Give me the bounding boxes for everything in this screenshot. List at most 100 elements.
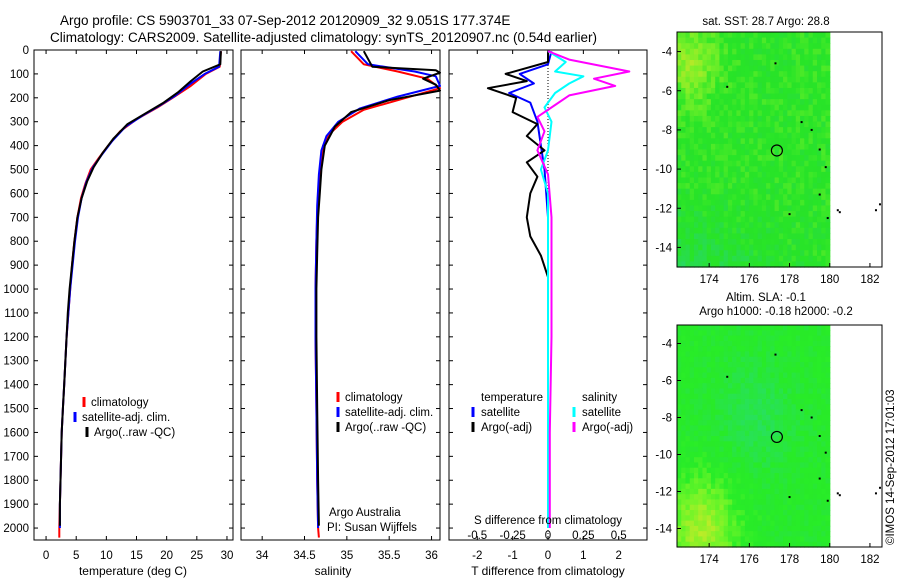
heatmap-cell (677, 99, 682, 106)
heatmap-cell (821, 188, 827, 195)
heatmap-cell (791, 504, 797, 511)
heatmap-cell (821, 160, 827, 167)
heatmap-cell (693, 244, 699, 251)
heatmap-cell (821, 473, 827, 479)
heatmap-cell (736, 457, 742, 464)
heatmap-cell (698, 520, 704, 527)
heatmap-cell (689, 362, 695, 368)
heatmap-cell (800, 362, 805, 368)
heatmap-cell (715, 121, 721, 128)
heatmap-cell (749, 227, 754, 235)
heatmap-cell (783, 399, 788, 405)
land-point (874, 209, 877, 212)
heatmap-cell (761, 65, 767, 72)
heatmap-cell (774, 104, 780, 111)
heatmap-cell (812, 99, 818, 106)
heatmap-cell (723, 414, 729, 421)
heatmap-cell (800, 404, 805, 411)
heatmap-cell (825, 404, 831, 411)
heatmap-cell (783, 457, 788, 464)
heatmap-cell (757, 462, 763, 469)
heatmap-cell (791, 340, 797, 347)
heatmap-cell (795, 43, 801, 50)
heatmap-cell (770, 211, 776, 218)
heatmap-cell (740, 255, 746, 263)
heatmap-cell (757, 473, 763, 479)
heatmap-cell (719, 32, 725, 39)
series-line-argo-raw-qc- (58, 51, 222, 526)
heatmap-cell (804, 457, 810, 464)
land-point (774, 353, 777, 356)
heatmap-cell (778, 48, 784, 55)
heatmap-cell (706, 205, 712, 212)
heatmap-cell (740, 436, 746, 442)
heatmap-cell (693, 478, 699, 485)
land-point (874, 492, 877, 495)
heatmap-cell (825, 255, 831, 263)
heatmap-cell (719, 250, 725, 257)
heatmap-cell (706, 171, 712, 179)
heatmap-cell (804, 188, 810, 195)
heatmap-cell (791, 367, 797, 374)
heatmap-cell (800, 43, 805, 50)
heatmap-cell (677, 409, 682, 416)
heatmap-cell (787, 155, 793, 162)
heatmap-cell (710, 37, 716, 44)
heatmap-cell (702, 149, 708, 156)
depth-tick-label: 1900 (3, 499, 29, 511)
heatmap-cell (795, 462, 801, 469)
heatmap-cell (791, 110, 797, 117)
heatmap-cell (787, 499, 793, 506)
depth-tick-label: 100 (10, 69, 29, 81)
heatmap-cell (791, 71, 797, 78)
heatmap-cell (693, 177, 699, 184)
heatmap-cell (761, 76, 767, 83)
heatmap-cell (812, 335, 818, 342)
heatmap-cell (693, 525, 699, 532)
heatmap-cell (732, 222, 737, 229)
heatmap-cell (702, 478, 708, 485)
heatmap-cell (723, 367, 729, 374)
heatmap-cell (766, 404, 771, 411)
heatmap-cell (698, 404, 704, 411)
heatmap-cell (693, 494, 699, 501)
heatmap-cell (778, 525, 784, 532)
heatmap-cell (749, 255, 754, 263)
heatmap-cell (804, 65, 810, 72)
heatmap-cell (770, 393, 776, 400)
heatmap-cell (736, 82, 742, 89)
heatmap-cell (719, 383, 725, 390)
heatmap-cell (817, 393, 822, 400)
heatmap-cell (770, 457, 776, 464)
heatmap-cell (710, 531, 716, 538)
heatmap-cell (723, 330, 729, 337)
heatmap-cell (804, 166, 810, 173)
heatmap-cell (715, 37, 721, 44)
heatmap-cell (821, 340, 827, 347)
heatmap-cell (800, 71, 805, 78)
heatmap-cell (804, 149, 810, 156)
heatmap-cell (706, 211, 712, 218)
heatmap-cell (732, 155, 737, 162)
heatmap-cell (727, 325, 733, 331)
series-line-temperature-satellite (508, 50, 553, 528)
heatmap-cell (778, 367, 784, 374)
heatmap-cell (706, 48, 712, 55)
heatmap-cell (732, 362, 737, 368)
heatmap-cell (804, 399, 810, 405)
heatmap-cell (698, 54, 704, 61)
heatmap-cell (749, 399, 754, 405)
heatmap-cell (812, 467, 818, 474)
heatmap-cell (783, 494, 788, 501)
heatmap-cell (825, 166, 831, 173)
heatmap-cell (710, 104, 716, 111)
heatmap-cell (821, 488, 827, 495)
heatmap-cell (757, 65, 763, 72)
heatmap-cell (715, 54, 721, 61)
heatmap-cell (761, 541, 767, 548)
heatmap-cell (732, 104, 737, 111)
heatmap-cell (753, 483, 759, 490)
heatmap-cell (766, 127, 771, 134)
heatmap-cell (774, 525, 780, 532)
heatmap-cell (757, 93, 763, 100)
